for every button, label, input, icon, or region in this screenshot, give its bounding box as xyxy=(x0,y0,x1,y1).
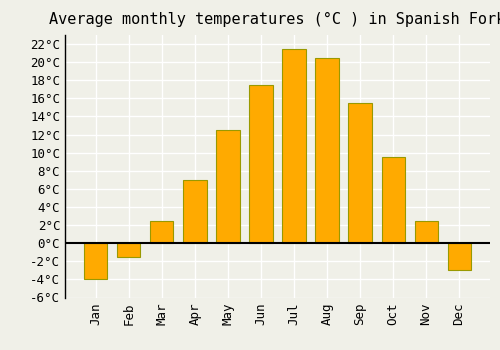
Bar xyxy=(282,49,306,243)
Bar xyxy=(150,220,174,243)
Bar xyxy=(382,157,404,243)
Title: Average monthly temperatures (°C ) in Spanish Fork: Average monthly temperatures (°C ) in Sp… xyxy=(50,12,500,27)
Bar xyxy=(448,243,470,270)
Bar xyxy=(84,243,108,279)
Bar xyxy=(414,220,438,243)
Bar xyxy=(316,58,338,243)
Bar xyxy=(348,103,372,243)
Bar xyxy=(118,243,141,257)
Bar xyxy=(184,180,206,243)
Bar xyxy=(216,130,240,243)
Bar xyxy=(250,85,272,243)
